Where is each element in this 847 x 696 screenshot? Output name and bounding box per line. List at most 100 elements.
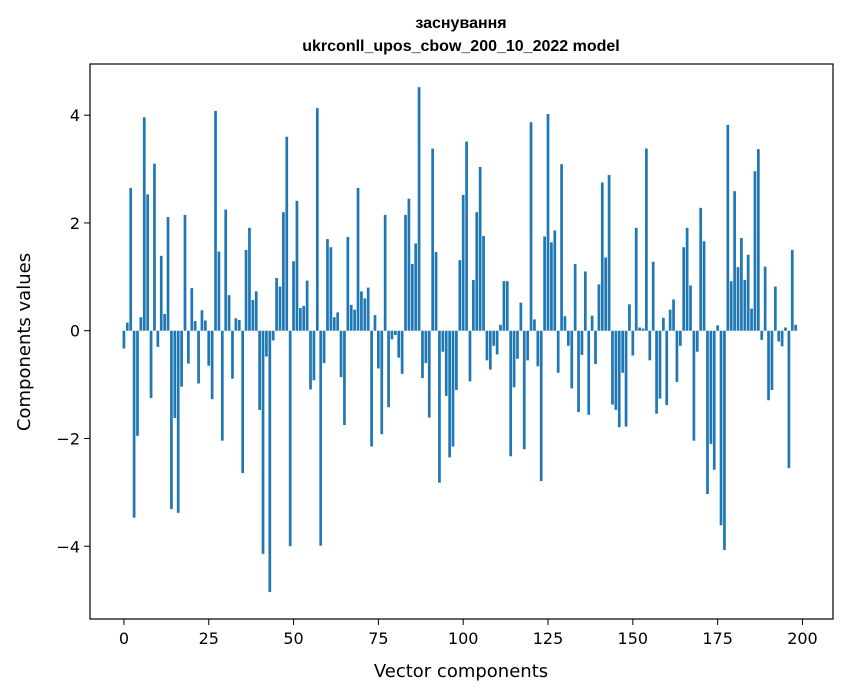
bar-172 <box>706 330 709 494</box>
bar-23 <box>200 310 204 331</box>
bar-93 <box>438 330 441 483</box>
bar-66 <box>346 236 350 331</box>
bar-171 <box>702 241 706 331</box>
x-tick-label-75: 75 <box>368 629 388 648</box>
bar-107 <box>485 330 489 361</box>
x-tick-label-0: 0 <box>119 629 129 648</box>
bar-131 <box>567 330 570 346</box>
bar-58 <box>319 330 323 546</box>
bar-13 <box>166 217 170 331</box>
bar-87 <box>417 87 421 331</box>
bar-74 <box>373 315 377 331</box>
bar-141 <box>600 182 604 331</box>
bar-28 <box>217 251 221 331</box>
bar-188 <box>760 330 764 340</box>
bars-group <box>122 87 798 593</box>
bar-176 <box>719 330 723 526</box>
bar-152 <box>638 327 641 331</box>
bar-136 <box>583 271 587 331</box>
bar-95 <box>444 330 448 396</box>
bar-61 <box>329 247 333 331</box>
bar-77 <box>383 214 387 331</box>
bar-108 <box>488 330 492 370</box>
bar-130 <box>563 316 567 331</box>
bar-156 <box>651 261 655 331</box>
bar-85 <box>410 263 414 331</box>
bar-145 <box>614 330 618 410</box>
bar-54 <box>305 280 309 331</box>
bar-20 <box>190 288 194 331</box>
bar-17 <box>180 330 183 387</box>
bar-91 <box>431 148 435 331</box>
bar-154 <box>645 148 648 331</box>
bar-184 <box>746 254 750 331</box>
bar-125 <box>546 114 550 331</box>
x-tick-label-25: 25 <box>199 629 219 648</box>
bar-174 <box>712 330 716 470</box>
bar-57 <box>315 108 319 331</box>
bar-45 <box>275 277 278 331</box>
bar-8 <box>149 330 153 399</box>
bar-190 <box>767 330 770 401</box>
bar-49 <box>288 330 292 547</box>
bar-5 <box>139 317 143 331</box>
bar-118 <box>522 330 526 450</box>
bar-180 <box>733 191 736 331</box>
bar-122 <box>536 330 540 367</box>
bar-144 <box>611 330 614 405</box>
bar-92 <box>434 252 438 331</box>
bar-97 <box>451 330 455 447</box>
bar-63 <box>336 312 340 331</box>
bar-47 <box>282 212 285 331</box>
bar-187 <box>757 149 760 331</box>
bar-196 <box>787 330 791 469</box>
bar-185 <box>750 308 753 331</box>
bar-115 <box>512 330 516 388</box>
y-tick-label-4: 4 <box>70 106 80 125</box>
x-tick-label-150: 150 <box>618 629 649 648</box>
bar-30 <box>224 209 228 331</box>
bar-80 <box>393 330 397 336</box>
bar-143 <box>607 175 611 331</box>
bar-81 <box>397 330 401 358</box>
bar-158 <box>658 330 662 399</box>
bar-60 <box>326 239 329 331</box>
bar-35 <box>241 330 245 473</box>
bar-83 <box>404 214 407 331</box>
bar-78 <box>387 330 390 408</box>
bar-157 <box>655 330 658 414</box>
bar-142 <box>604 257 608 331</box>
bar-183 <box>743 280 747 331</box>
bar-22 <box>197 330 200 384</box>
chart-title-line-1: заснування <box>415 15 506 32</box>
bar-179 <box>729 281 733 331</box>
bar-38 <box>251 300 255 331</box>
bar-149 <box>628 304 631 331</box>
bar-44 <box>271 330 275 341</box>
bar-103 <box>472 280 475 331</box>
bar-117 <box>519 302 523 331</box>
bar-168 <box>692 330 696 441</box>
bar-148 <box>624 330 628 427</box>
bar-127 <box>553 230 557 331</box>
bar-90 <box>427 330 431 418</box>
bar-24 <box>203 320 207 331</box>
bar-113 <box>505 281 509 331</box>
bar-98 <box>455 330 458 390</box>
bar-27 <box>214 110 217 331</box>
x-tick-label-100: 100 <box>448 629 479 648</box>
bar-96 <box>448 330 451 458</box>
bar-19 <box>187 330 190 364</box>
bar-105 <box>478 166 482 331</box>
bar-110 <box>495 330 499 355</box>
bar-79 <box>390 330 394 340</box>
bar-163 <box>675 330 679 382</box>
bar-62 <box>332 317 336 331</box>
bar-76 <box>380 330 384 435</box>
bar-88 <box>421 330 424 379</box>
bar-177 <box>723 330 726 551</box>
bar-33 <box>234 318 238 331</box>
bar-198 <box>794 324 798 331</box>
bar-11 <box>159 255 163 331</box>
bar-100 <box>461 194 465 331</box>
